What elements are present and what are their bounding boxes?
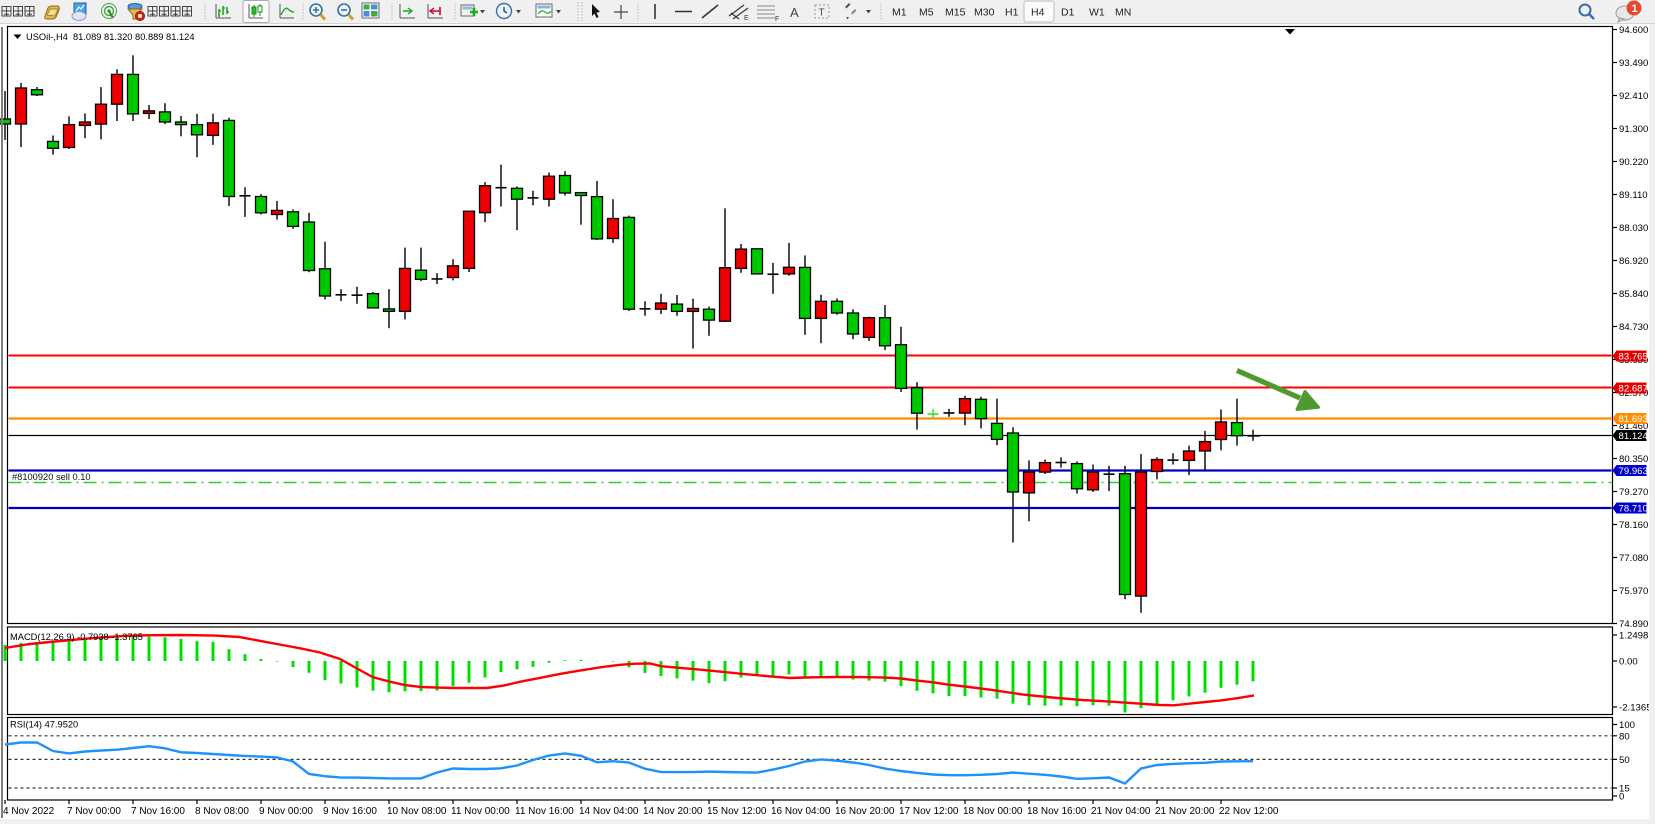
svg-text:M1: M1	[892, 7, 907, 19]
svg-text:1: 1	[1632, 3, 1638, 15]
svg-text:16 Nov 20:00: 16 Nov 20:00	[835, 806, 895, 817]
svg-text:85.840: 85.840	[1619, 289, 1648, 300]
svg-text:50: 50	[1619, 755, 1630, 766]
svg-text:USOil-,H4 81.089 81.320 80.88: USOil-,H4 81.089 81.320 80.889 81.124	[26, 32, 195, 42]
svg-text:10 Nov 08:00: 10 Nov 08:00	[387, 806, 447, 817]
svg-text:MN: MN	[1115, 7, 1131, 19]
svg-text:81.460: 81.460	[1619, 421, 1648, 432]
svg-text:M30: M30	[974, 7, 995, 19]
svg-text:91.300: 91.300	[1619, 124, 1648, 135]
svg-text:T: T	[819, 8, 825, 19]
svg-text:9 Nov 00:00: 9 Nov 00:00	[259, 806, 313, 817]
svg-text:E: E	[744, 15, 749, 22]
svg-text:79.270: 79.270	[1619, 487, 1648, 498]
svg-text:83.765: 83.765	[1619, 352, 1648, 363]
svg-text:90.220: 90.220	[1619, 157, 1648, 168]
svg-text:81.693: 81.693	[1619, 414, 1648, 425]
svg-text:16 Nov 04:00: 16 Nov 04:00	[771, 806, 831, 817]
svg-text:78.710: 78.710	[1619, 504, 1648, 515]
svg-text:84.730: 84.730	[1619, 322, 1648, 333]
svg-text:22 Nov 12:00: 22 Nov 12:00	[1219, 806, 1279, 817]
svg-text:7 Nov 00:00: 7 Nov 00:00	[67, 806, 121, 817]
svg-text:11 Nov 00:00: 11 Nov 00:00	[451, 806, 510, 817]
svg-text:8 Nov 08:00: 8 Nov 08:00	[195, 806, 249, 817]
svg-text:MACD(12,26,9) -0.7938 -1.3765: MACD(12,26,9) -0.7938 -1.3765	[10, 632, 143, 642]
svg-text:RSI(14) 47.9520: RSI(14) 47.9520	[10, 720, 78, 730]
svg-text:14 Nov 04:00: 14 Nov 04:00	[579, 806, 639, 817]
svg-text:H1: H1	[1005, 7, 1019, 19]
svg-text:15 Nov 12:00: 15 Nov 12:00	[707, 806, 767, 817]
svg-text:80.350: 80.350	[1619, 454, 1648, 465]
svg-text:74.890: 74.890	[1619, 619, 1648, 630]
svg-text:21 Nov 20:00: 21 Nov 20:00	[1155, 806, 1215, 817]
svg-text:77.080: 77.080	[1619, 553, 1648, 564]
svg-text:0: 0	[1619, 792, 1624, 803]
svg-text:88.030: 88.030	[1619, 223, 1648, 234]
svg-text:82.687: 82.687	[1619, 384, 1648, 395]
svg-text:H4: H4	[1031, 7, 1045, 19]
svg-text:81.124: 81.124	[1619, 431, 1649, 442]
svg-text:17 Nov 12:00: 17 Nov 12:00	[899, 806, 959, 817]
svg-text:D1: D1	[1061, 7, 1075, 19]
svg-text:15: 15	[1619, 784, 1630, 795]
svg-text:0.00: 0.00	[1619, 657, 1638, 668]
svg-text:21 Nov 04:00: 21 Nov 04:00	[1091, 806, 1151, 817]
svg-text:14 Nov 20:00: 14 Nov 20:00	[643, 806, 703, 817]
svg-text:11 Nov 16:00: 11 Nov 16:00	[515, 806, 574, 817]
svg-text:W1: W1	[1089, 7, 1105, 19]
svg-text:9 Nov 16:00: 9 Nov 16:00	[323, 806, 377, 817]
svg-text:-2.1365: -2.1365	[1619, 703, 1652, 714]
svg-text:F: F	[775, 16, 779, 23]
svg-text:#8100920 sell 0.10: #8100920 sell 0.10	[12, 472, 91, 482]
svg-text:80: 80	[1619, 731, 1630, 742]
svg-text:4 Nov 2022: 4 Nov 2022	[3, 806, 55, 817]
svg-text:1.2498: 1.2498	[1619, 631, 1648, 642]
svg-text:78.160: 78.160	[1619, 520, 1648, 531]
svg-text:92.410: 92.410	[1619, 91, 1648, 102]
svg-text:A: A	[790, 5, 799, 20]
svg-text:75.970: 75.970	[1619, 586, 1648, 597]
svg-text:M15: M15	[945, 7, 966, 19]
svg-text:94.600: 94.600	[1619, 25, 1648, 36]
svg-text:93.490: 93.490	[1619, 58, 1648, 69]
svg-text:86.920: 86.920	[1619, 256, 1648, 267]
svg-text:M5: M5	[919, 7, 934, 19]
svg-text:100: 100	[1619, 720, 1635, 731]
svg-text:89.110: 89.110	[1619, 190, 1648, 201]
svg-text:18 Nov 16:00: 18 Nov 16:00	[1027, 806, 1087, 817]
svg-text:79.963: 79.963	[1619, 466, 1648, 477]
svg-text:7 Nov 16:00: 7 Nov 16:00	[131, 806, 185, 817]
svg-text:18 Nov 00:00: 18 Nov 00:00	[963, 806, 1023, 817]
